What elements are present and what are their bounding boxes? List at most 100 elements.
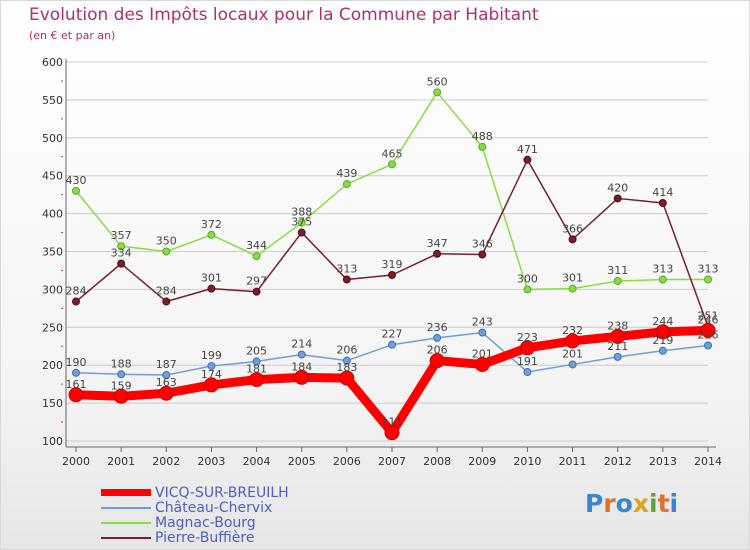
data-label-vicq: 246 [698,313,719,326]
point-magnac [433,88,442,97]
data-label-vicq: 232 [562,324,583,337]
x-tick-label: 2014 [694,455,722,468]
data-label-pierre: 414 [652,186,673,199]
chart-legend: VICQ-SUR-BREUILH Château-Chervix Magnac-… [101,484,289,546]
legend-label-chateau: Château-Chervix [155,499,273,516]
data-label-magnac: 344 [246,239,267,252]
point-magnac [252,252,261,261]
data-label-pierre: 471 [517,143,538,156]
logo-letter: o [615,489,633,518]
line-chart: 100 150 200 250 300 350 400 450 500 550 600 2000 200… [42,56,722,468]
point-vicq [700,322,716,338]
legend-item-magnac[interactable]: Magnac-Bourg [101,515,289,531]
point-pierre [72,297,80,306]
data-label-chateau: 226 [698,328,719,341]
x-tick-label: 2011 [559,455,587,468]
point-chateau [117,370,126,379]
point-pierre [162,297,171,306]
data-label-pierre: 319 [382,258,403,271]
point-chateau [523,368,532,377]
y-tick-label: 100 [42,435,63,448]
data-label-chateau: 188 [111,357,132,370]
data-label-vicq: 184 [291,360,312,373]
point-pierre [342,275,351,284]
chart-title: Evolution des Impôts locaux pour la Comm… [29,5,539,25]
point-chateau [388,340,396,349]
point-vicq [655,324,671,340]
y-tick-label: 400 [42,208,63,221]
x-tick-label: 2013 [649,455,677,468]
point-chateau [613,352,622,361]
legend-swatch-magnac [101,521,151,524]
x-tick-label: 2008 [423,455,451,468]
point-vicq [203,377,219,393]
data-label-magnac: 350 [156,235,177,248]
legend-item-pierre[interactable]: Pierre-Buffière [101,529,289,546]
data-label-magnac: 465 [382,147,403,160]
point-vicq [565,333,581,349]
data-label-magnac: 488 [472,130,493,143]
data-label-pierre: 347 [427,237,448,250]
data-label-pierre: 313 [336,263,357,276]
x-tick-label: 2012 [604,455,632,468]
data-label-pierre: 375 [291,216,312,229]
point-chateau [433,333,442,342]
x-tick-label: 2007 [378,455,406,468]
point-chateau [342,356,351,365]
y-tick-label: 600 [42,56,63,69]
legend-item-vicq[interactable]: VICQ-SUR-BREUILH [101,484,289,501]
data-label-vicq: 238 [607,319,628,332]
data-label-vicq: 183 [336,361,357,374]
point-pierre [297,228,306,237]
data-label-vicq: 223 [517,331,538,344]
data-label-magnac: 300 [517,272,538,285]
data-label-magnac: 372 [201,218,222,231]
point-chateau [658,346,667,355]
data-label-vicq: 201 [472,347,493,360]
data-label-chateau: 205 [246,344,267,357]
data-label-chateau: 214 [291,338,312,351]
point-vicq [339,370,355,386]
y-tick-label: 550 [42,94,63,107]
data-label-magnac: 388 [291,206,312,219]
logo-letter: P [585,489,604,518]
y-tick-label: 500 [42,132,63,145]
legend-label-vicq: VICQ-SUR-BREUILH [155,484,289,501]
point-chateau [478,328,487,337]
point-vicq [113,388,129,404]
x-tick-label: 2005 [288,455,316,468]
point-magnac [568,284,577,293]
legend-swatch-vicq [101,489,151,496]
y-tick-label: 450 [42,170,63,183]
y-tick-label: 350 [42,246,63,259]
data-label-pierre: 297 [246,275,267,288]
legend-item-chateau[interactable]: Château-Chervix [101,499,289,516]
data-label-pierre: 346 [472,238,493,251]
point-chateau [162,371,171,380]
x-tick-label: 2006 [333,455,361,468]
data-label-chateau: 227 [382,328,403,341]
legend-label-pierre: Pierre-Buffière [155,529,255,546]
point-chateau [297,350,306,359]
point-magnac [388,160,396,169]
data-label-magnac: 301 [562,272,583,285]
y-tick-label: 200 [42,359,63,372]
data-label-pierre: 366 [562,222,583,235]
data-label-pierre: 251 [698,310,719,323]
data-label-vicq: 111 [382,416,403,429]
x-tick-label: 2002 [152,455,180,468]
data-label-magnac: 311 [607,264,628,277]
data-label-chateau: 190 [66,356,87,369]
x-tick-label: 2010 [513,455,541,468]
point-vicq [384,425,400,441]
data-label-vicq: 161 [66,378,87,391]
data-label-pierre: 284 [66,285,87,298]
chart-subtitle: (en € et par an) [29,29,116,42]
data-label-pierre: 284 [156,285,177,298]
point-pierre [117,259,126,268]
x-tick-label: 2004 [243,455,271,468]
y-tick-label: 150 [42,397,63,410]
point-pierre [252,287,261,296]
point-vicq [294,369,310,385]
logo-letter: i [669,489,679,518]
